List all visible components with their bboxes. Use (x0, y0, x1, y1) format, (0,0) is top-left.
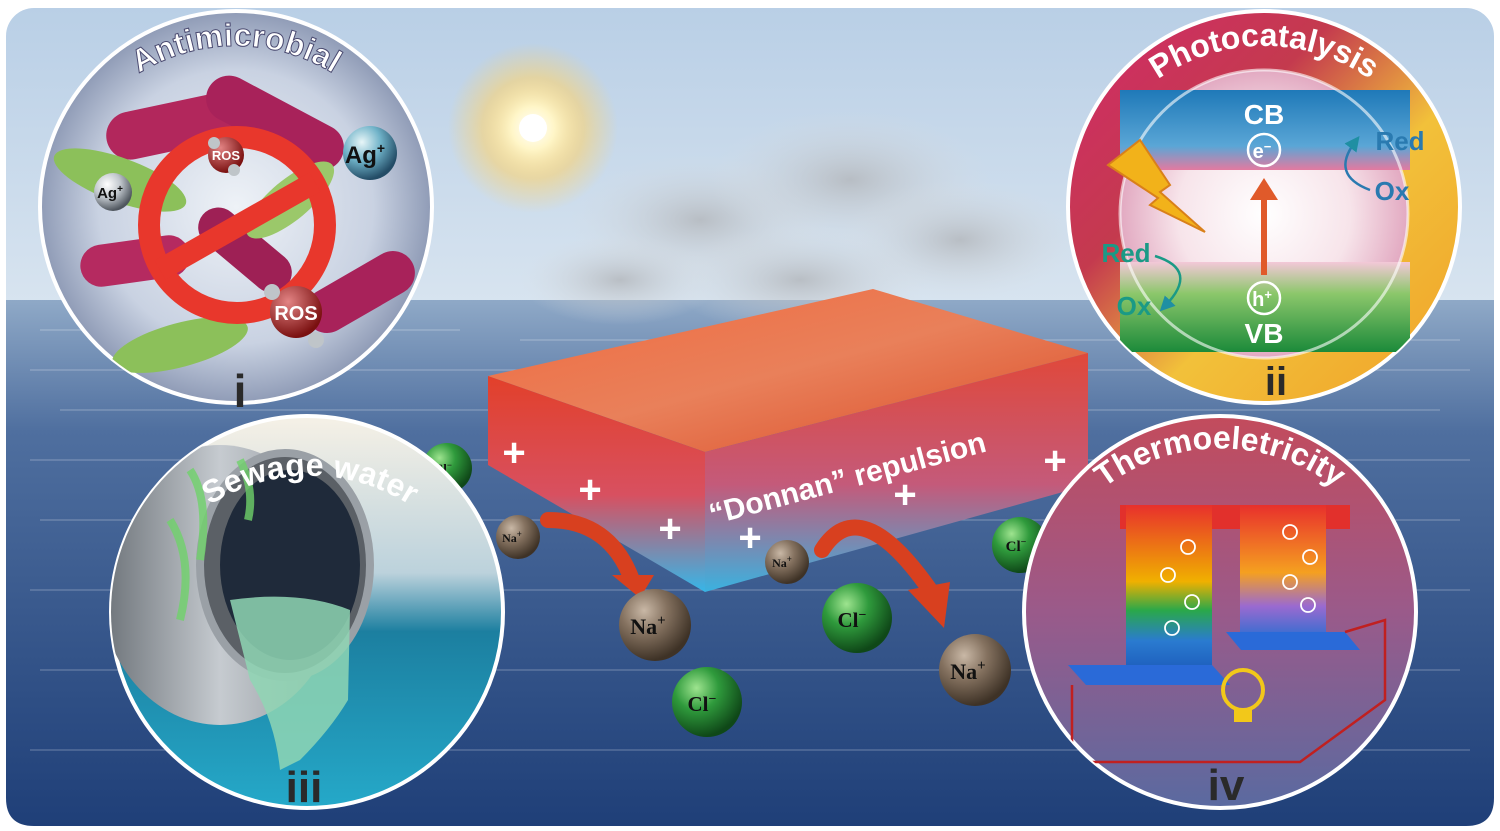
red-label: Red (1375, 126, 1424, 156)
electron-icon (1246, 132, 1282, 168)
membrane-right-face (705, 353, 1088, 592)
hole-icon (1246, 280, 1282, 316)
base-plate (1068, 665, 1230, 685)
plus-charge: + (658, 507, 681, 551)
ion-na: Na+ (765, 540, 809, 584)
bacterium (305, 251, 415, 333)
panel-number: iv (1208, 761, 1245, 810)
panel-sewage: Sewage water iii (109, 414, 505, 812)
ion-cl: Cl− (822, 583, 892, 653)
membrane-top (488, 289, 1088, 452)
plus-charge: + (893, 473, 916, 517)
ion-cl: Cl− (672, 667, 742, 737)
vb-label: VB (1245, 318, 1284, 349)
plus-charge: + (578, 468, 601, 512)
ag-ion: Ag+ (94, 173, 132, 211)
prohibition-icon (138, 126, 336, 324)
svg-text:Cl−: Cl− (1006, 537, 1027, 555)
ion-na: Na+ (619, 589, 691, 661)
svg-text:Na+: Na+ (772, 554, 792, 570)
svg-text:Na+: Na+ (950, 658, 985, 684)
panel-number: i (234, 365, 247, 417)
membrane: “Donnan” repulsion + + + + + + (488, 289, 1088, 592)
ros-badge: ROS (208, 137, 244, 176)
ros-badge: ROS (264, 284, 324, 348)
sun-core (519, 114, 547, 142)
bulb-base (1234, 708, 1252, 722)
svg-text:h+: h+ (1252, 287, 1272, 311)
svg-text:ROS: ROS (212, 148, 241, 163)
svg-text:ROS: ROS (274, 303, 317, 325)
lightning-icon (1106, 138, 1206, 233)
prohibition-slash (154, 172, 321, 280)
redox-arrow (1154, 254, 1182, 312)
plus-charge: + (738, 516, 761, 560)
plus-charge: + (502, 431, 525, 475)
ag-ion: Ag+ (343, 126, 397, 180)
conduction-band (1120, 90, 1410, 170)
p-leg (1240, 505, 1326, 640)
cb-label: CB (1244, 99, 1284, 130)
svg-text:e−: e− (1253, 139, 1272, 163)
svg-text:Cl−: Cl− (688, 692, 717, 716)
sewage-flow (230, 596, 350, 770)
slime-streaks (166, 458, 255, 621)
panel-number: iii (286, 763, 323, 812)
ox-label: Ox (1375, 176, 1410, 206)
panel-antimicrobial: ROS ROS Ag+ Ag+ Antimicrobial i (38, 9, 434, 417)
svg-text:Ag+: Ag+ (97, 184, 123, 202)
n-leg (1126, 505, 1212, 675)
svg-text:Na+: Na+ (502, 529, 522, 545)
excitation-arrow-head (1250, 178, 1278, 200)
plus-charge: + (1043, 439, 1066, 483)
repulsion-arrow-head (908, 582, 950, 628)
svg-text:Na+: Na+ (630, 613, 665, 639)
panel-thermo: Thermoeletricity iv (1022, 414, 1418, 810)
panel-photocatalysis: CB e− h+ VB Red Ox Red Ox Photocatalysis… (1066, 9, 1462, 405)
red-label: Red (1101, 238, 1150, 268)
svg-text:Cl−: Cl− (838, 608, 867, 632)
bacterium (206, 75, 344, 171)
ox-label: Ox (1117, 291, 1152, 321)
vapor-cloud (520, 110, 1080, 335)
repulsion-arrow (814, 519, 938, 598)
repulsion-arrow (540, 512, 640, 588)
ion-na: Na+ (939, 634, 1011, 706)
svg-text:Ag+: Ag+ (345, 140, 385, 169)
bacterium-green (112, 317, 248, 373)
panel-number: ii (1265, 360, 1287, 404)
redox-arrow (1344, 136, 1371, 192)
ion-na: Na+ (496, 515, 540, 559)
base-plate (1226, 632, 1360, 650)
membrane-left-face (488, 376, 705, 592)
charge-carriers (1160, 524, 1318, 636)
